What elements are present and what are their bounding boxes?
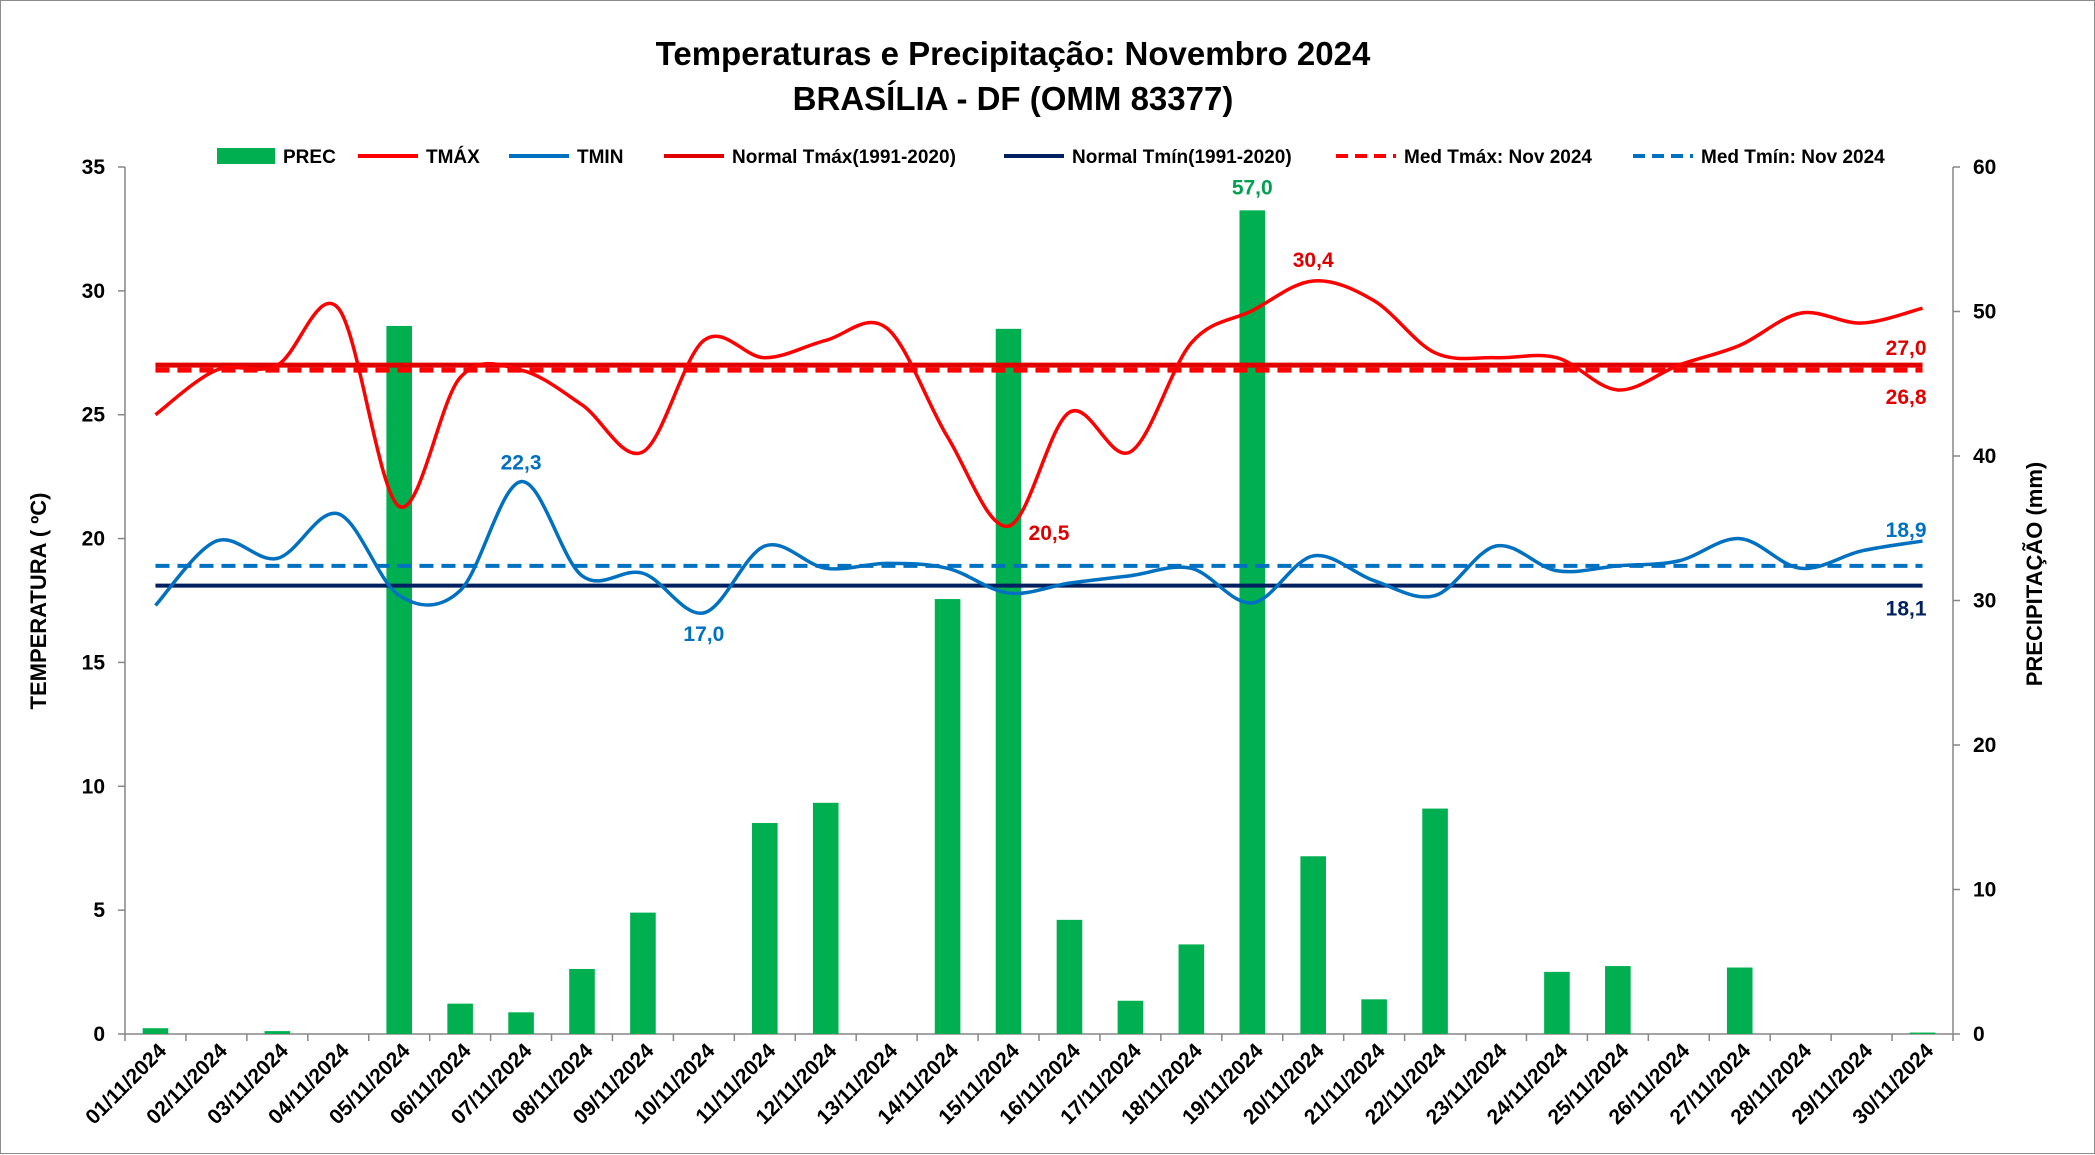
prec-bar	[995, 328, 1022, 1035]
y-tick-label: 25	[82, 404, 106, 427]
prec-bar	[1422, 808, 1448, 1034]
x-axis: 01/11/202402/11/202403/11/202404/11/2024…	[81, 1033, 1954, 1129]
y2-tick-label: 30	[1973, 590, 1996, 613]
y-axis-left: 0 5 10 15 20 25 30 35	[82, 156, 126, 1046]
prec-bar	[1117, 1000, 1144, 1034]
legend-label: Normal Tmáx(1991-2020)	[732, 147, 956, 168]
y-tick-label: 5	[93, 899, 105, 922]
prec-bar	[569, 968, 595, 1034]
prec-bar	[1239, 210, 1266, 1035]
prec-bar	[386, 325, 412, 1034]
prec-bar	[1361, 999, 1387, 1034]
prec-bar	[1178, 944, 1205, 1034]
y-axis-right: 0 10 20 30 40 50 60	[1952, 156, 1996, 1046]
legend-label: TMÁX	[426, 146, 480, 168]
data-label: 20,5	[1029, 522, 1070, 545]
data-label: 18,1	[1886, 598, 1927, 621]
data-label: 57,0	[1232, 176, 1273, 199]
y-tick-label: 35	[82, 156, 106, 179]
prec-bar	[264, 1031, 291, 1034]
prec-bar	[1056, 919, 1083, 1034]
data-label: 17,0	[683, 623, 724, 646]
data-label: 27,0	[1886, 337, 1927, 360]
y-tick-label: 30	[82, 280, 105, 303]
y-axis-title: TEMPERATURA ( ºC)	[26, 492, 51, 709]
tmax-line	[154, 279, 1923, 528]
legend-label: Med Tmáx: Nov 2024	[1404, 147, 1592, 168]
prec-bar	[447, 1003, 473, 1034]
tmin-line	[154, 479, 1923, 615]
prec-bar	[752, 823, 778, 1034]
y2-tick-label: 40	[1973, 445, 1996, 468]
prec-bar	[934, 599, 961, 1034]
data-label: 30,4	[1293, 249, 1334, 272]
data-labels: 57,0 30,4 20,5 22,3 17,0 27,0 26,8 18,9 18,1	[501, 176, 1927, 646]
legend-label: Med Tmín: Nov 2024	[1701, 147, 1885, 168]
y2-tick-label: 60	[1973, 156, 1996, 179]
y-tick-label: 20	[82, 528, 105, 551]
y2-tick-label: 0	[1973, 1023, 1985, 1046]
y-tick-label: 0	[93, 1023, 105, 1046]
legend-label: PREC	[283, 147, 336, 168]
y-tick-label: 15	[82, 651, 106, 674]
reference-lines	[155, 362, 1923, 588]
legend-label: Normal Tmín(1991-2020)	[1072, 147, 1292, 168]
chart-title: Temperaturas e Precipitação: Novembro 20…	[656, 35, 1371, 72]
precipitation-bars	[142, 210, 1936, 1035]
prec-bar	[630, 912, 656, 1034]
data-label: 26,8	[1886, 386, 1927, 409]
prec-bar	[1544, 971, 1570, 1034]
temperature-lines	[154, 279, 1923, 615]
prec-bar	[1909, 1032, 1936, 1034]
prec-bar	[1300, 856, 1326, 1034]
legend: PREC TMÁX TMIN Normal Tmáx(1991-2020) Normal…	[217, 146, 1885, 168]
y2-tick-label: 50	[1973, 301, 1996, 324]
prec-bar	[142, 1028, 169, 1034]
prec-bar	[1605, 966, 1631, 1034]
chart-subtitle: BRASÍLIA - DF (OMM 83377)	[793, 80, 1234, 117]
y-tick-label: 10	[82, 775, 105, 798]
y2-tick-label: 20	[1973, 734, 1996, 757]
data-label: 18,9	[1886, 519, 1927, 542]
data-label: 22,3	[501, 452, 542, 475]
legend-label: TMIN	[577, 147, 623, 168]
y2-tick-label: 10	[1973, 879, 1996, 902]
y2-axis-title: PRECIPITAÇÃO (mm)	[2022, 462, 2047, 687]
prec-bar	[508, 1012, 534, 1034]
legend-swatch-prec	[217, 148, 275, 164]
prec-bar	[1726, 967, 1753, 1034]
prec-bar	[812, 802, 839, 1034]
